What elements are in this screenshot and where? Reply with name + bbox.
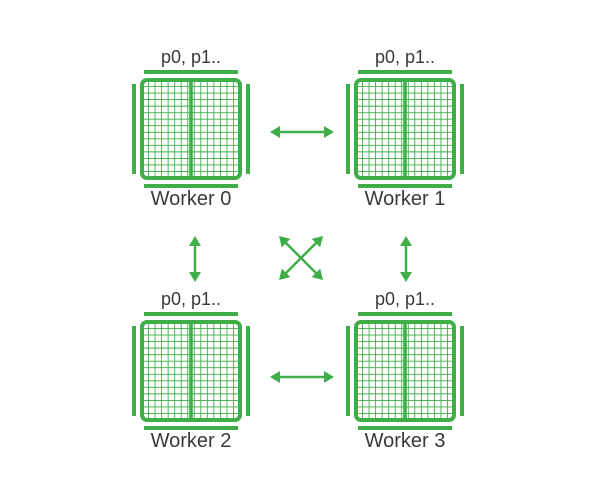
worker-3-params: p0, p1..: [374, 289, 436, 309]
worker-2-params: p0, p1..: [160, 289, 222, 309]
worker-0: p0, p1.. Worker 0: [126, 46, 256, 226]
worker-1-chip-icon: [346, 70, 464, 188]
worker-0-label: Worker 0: [150, 188, 232, 210]
worker-1-label: Worker 1: [364, 188, 446, 210]
worker-3: p0, p1.. Worker 3: [340, 288, 470, 468]
worker-1-params: p0, p1..: [374, 47, 436, 67]
worker-0-chip-icon: [132, 70, 250, 188]
worker-2: p0, p1.. Worker 2: [126, 288, 256, 468]
worker-1: p0, p1.. Worker 1: [340, 46, 470, 226]
worker-3-chip-icon: [346, 312, 464, 430]
arrow-worker0-worker1: [270, 126, 334, 138]
arrow-worker1-worker3: [400, 236, 412, 282]
arrow-worker0-worker2: [189, 236, 201, 282]
arrow-worker1-worker2: [279, 236, 323, 280]
arrow-worker2-worker3: [270, 371, 334, 383]
worker-2-label: Worker 2: [150, 430, 232, 452]
worker-0-params: p0, p1..: [160, 47, 222, 67]
worker-2-chip-icon: [132, 312, 250, 430]
worker-3-label: Worker 3: [364, 430, 446, 452]
